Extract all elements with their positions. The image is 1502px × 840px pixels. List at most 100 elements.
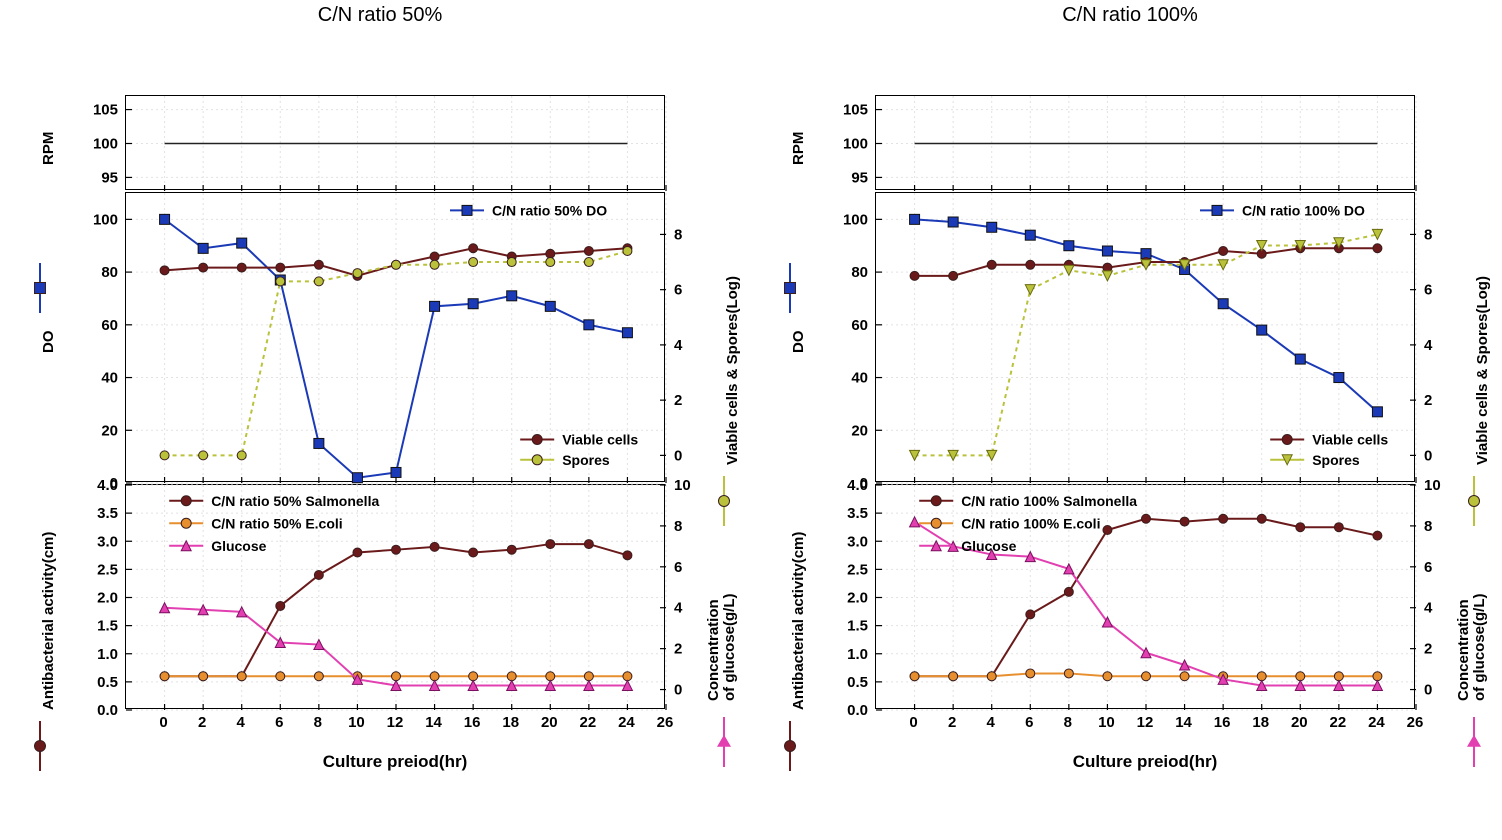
svg-text:Viable cells: Viable cells — [562, 432, 638, 448]
svg-text:1.0: 1.0 — [847, 646, 868, 663]
do-axis-marker-icon — [29, 277, 51, 299]
panel-ab: 0.00.51.01.52.02.53.03.54.00246810C/N ra… — [125, 484, 665, 709]
svg-text:6: 6 — [674, 282, 682, 299]
xtick-label: 10 — [348, 714, 365, 731]
xtick-label: 6 — [275, 714, 283, 731]
svg-text:6: 6 — [1424, 559, 1432, 576]
ab-axis-marker-icon — [29, 735, 51, 757]
right-axis-labels: Viable cells & Spores(Log) Concentration… — [700, 95, 740, 715]
xtick-label: 12 — [387, 714, 404, 731]
svg-text:80: 80 — [851, 264, 868, 281]
xtick-label: 6 — [1025, 714, 1033, 731]
svg-text:4: 4 — [674, 337, 683, 354]
svg-text:4: 4 — [674, 600, 683, 617]
xtick-label: 14 — [1175, 714, 1192, 731]
svg-text:100: 100 — [93, 136, 118, 153]
y2label-gl: Concentration of glucose(g/L) — [1456, 594, 1488, 702]
svg-text:Spores: Spores — [562, 452, 610, 468]
ylabel-do: DO — [40, 331, 57, 354]
svg-text:3.5: 3.5 — [847, 505, 868, 522]
svg-text:60: 60 — [851, 317, 868, 334]
svg-text:6: 6 — [674, 559, 682, 576]
svg-text:Spores: Spores — [1312, 452, 1360, 468]
xtick-label: 26 — [1407, 714, 1424, 731]
panel-do: 02040608010002468C/N ratio 100% DOViable… — [875, 192, 1415, 482]
svg-text:Glucose: Glucose — [211, 538, 266, 554]
svg-text:C/N ratio 50% E.coli: C/N ratio 50% E.coli — [211, 515, 342, 531]
svg-text:2.0: 2.0 — [97, 590, 118, 607]
panel-do: 02040608010002468C/N ratio 50% DOViable … — [125, 192, 665, 482]
svg-text:1.0: 1.0 — [97, 646, 118, 663]
svg-text:0.0: 0.0 — [847, 702, 868, 719]
svg-text:2: 2 — [1424, 641, 1432, 658]
svg-text:2: 2 — [674, 641, 682, 658]
svg-text:1.5: 1.5 — [847, 618, 868, 635]
vs-axis-marker-icon — [713, 490, 735, 512]
svg-text:C/N ratio 100% DO: C/N ratio 100% DO — [1242, 202, 1365, 218]
svg-text:3.5: 3.5 — [97, 505, 118, 522]
svg-text:80: 80 — [101, 264, 118, 281]
svg-text:10: 10 — [674, 477, 691, 494]
xtick-label: 10 — [1098, 714, 1115, 731]
svg-text:100: 100 — [93, 211, 118, 228]
do-axis-marker-icon — [779, 277, 801, 299]
svg-text:1.5: 1.5 — [97, 618, 118, 635]
svg-text:0: 0 — [1424, 447, 1432, 464]
right-axis-labels: Viable cells & Spores(Log) Concentration… — [1450, 95, 1490, 715]
panel-rpm: 95100105 — [875, 95, 1415, 190]
gl-axis-marker-icon — [1463, 731, 1485, 753]
svg-text:10: 10 — [1424, 477, 1441, 494]
svg-text:2: 2 — [1424, 392, 1432, 409]
plot-ab: 0.00.51.01.52.02.53.03.54.00246810C/N ra… — [876, 485, 1416, 710]
plot-do: 02040608010002468C/N ratio 100% DOViable… — [876, 193, 1416, 483]
y2label-gl: Concentration of glucose(g/L) — [706, 594, 738, 702]
xtick-label: 24 — [1368, 714, 1385, 731]
svg-text:6: 6 — [1424, 282, 1432, 299]
svg-text:95: 95 — [851, 169, 868, 186]
xtick-label: 26 — [657, 714, 674, 731]
svg-text:C/N ratio 50% DO: C/N ratio 50% DO — [492, 202, 607, 218]
svg-text:0: 0 — [674, 682, 682, 699]
xtick-label: 18 — [1252, 714, 1269, 731]
svg-text:Viable cells: Viable cells — [1312, 432, 1388, 448]
xtick-label: 20 — [541, 714, 558, 731]
y2label-vs: Viable cells & Spores(Log) — [1474, 276, 1491, 465]
svg-text:2.0: 2.0 — [847, 590, 868, 607]
ab-axis-marker-icon — [779, 735, 801, 757]
svg-text:40: 40 — [851, 370, 868, 387]
svg-text:4.0: 4.0 — [847, 477, 868, 494]
svg-text:40: 40 — [101, 370, 118, 387]
ylabel-do: DO — [790, 331, 807, 354]
panel-ab: 0.00.51.01.52.02.53.03.54.00246810C/N ra… — [875, 484, 1415, 709]
xlabel: Culture preiod(hr) — [125, 752, 665, 772]
column-title: C/N ratio 50% — [20, 4, 740, 27]
svg-text:2: 2 — [674, 392, 682, 409]
ylabel-ab: Antibacterial activity(cm) — [40, 532, 57, 710]
svg-text:Glucose: Glucose — [961, 538, 1016, 554]
xtick-label: 14 — [425, 714, 442, 731]
xtick-label: 0 — [909, 714, 917, 731]
xtick-row: 02468101214161820222426 — [875, 714, 1415, 738]
xtick-label: 22 — [580, 714, 597, 731]
svg-text:0.5: 0.5 — [97, 674, 118, 691]
svg-text:0: 0 — [674, 447, 682, 464]
gl-axis-marker-icon — [713, 731, 735, 753]
y2label-vs: Viable cells & Spores(Log) — [724, 276, 741, 465]
xtick-label: 8 — [314, 714, 322, 731]
plot-ab: 0.00.51.01.52.02.53.03.54.00246810C/N ra… — [126, 485, 666, 710]
xtick-label: 4 — [237, 714, 245, 731]
panel-rpm: 95100105 — [125, 95, 665, 190]
xtick-label: 2 — [198, 714, 206, 731]
svg-text:8: 8 — [1424, 226, 1432, 243]
vs-axis-marker-icon — [1463, 490, 1485, 512]
xtick-label: 0 — [159, 714, 167, 731]
svg-text:8: 8 — [674, 518, 682, 535]
svg-text:4: 4 — [1424, 337, 1433, 354]
xlabel: Culture preiod(hr) — [875, 752, 1415, 772]
svg-text:20: 20 — [101, 422, 118, 439]
svg-text:3.0: 3.0 — [847, 533, 868, 550]
left-axis-labels: RPM DO Antibacterial activity(cm) — [770, 95, 810, 715]
xtick-label: 16 — [1214, 714, 1231, 731]
svg-text:8: 8 — [674, 226, 682, 243]
svg-text:C/N ratio 100% Salmonella: C/N ratio 100% Salmonella — [961, 493, 1137, 509]
